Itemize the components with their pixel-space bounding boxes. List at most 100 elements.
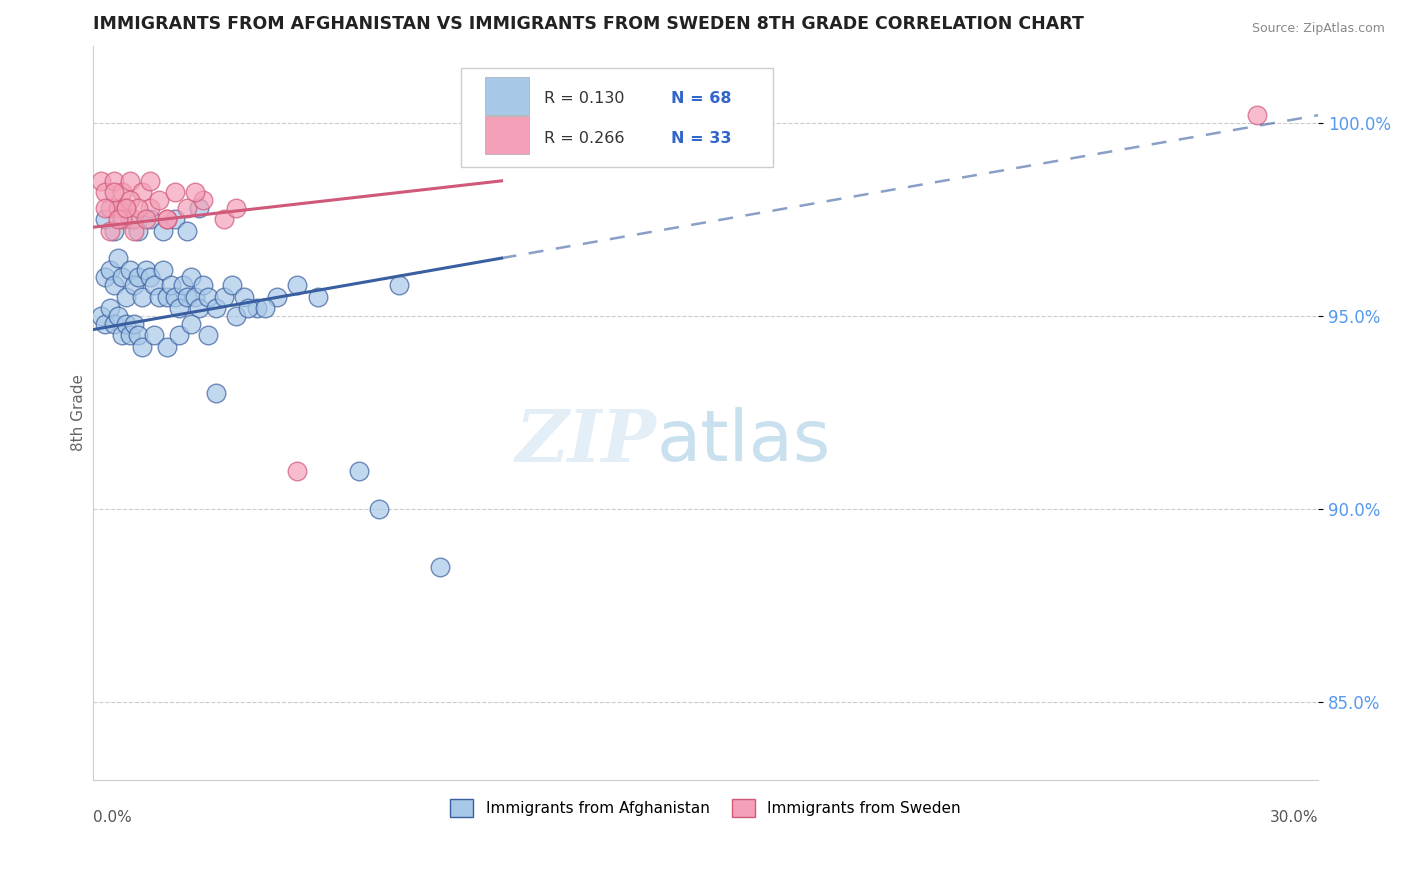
Point — [156, 340, 179, 354]
Point — [197, 328, 219, 343]
Point — [115, 290, 138, 304]
Text: N = 33: N = 33 — [672, 131, 733, 145]
Point — [163, 186, 186, 200]
Point — [388, 278, 411, 293]
Point — [225, 201, 247, 215]
Point — [143, 328, 166, 343]
Legend: Immigrants from Afghanistan, Immigrants from Sweden: Immigrants from Afghanistan, Immigrants … — [444, 792, 967, 823]
Point — [156, 212, 179, 227]
Point — [176, 201, 198, 215]
Point — [127, 201, 149, 215]
Point — [111, 201, 134, 215]
Point — [167, 328, 190, 343]
Point — [148, 290, 170, 304]
Point — [307, 290, 329, 304]
Text: R = 0.130: R = 0.130 — [544, 91, 624, 106]
Point — [152, 262, 174, 277]
Point — [118, 174, 141, 188]
Point — [127, 270, 149, 285]
Text: Source: ZipAtlas.com: Source: ZipAtlas.com — [1251, 22, 1385, 36]
Point — [176, 290, 198, 304]
Point — [176, 224, 198, 238]
Point — [204, 301, 226, 316]
Point — [94, 270, 117, 285]
Point — [118, 262, 141, 277]
Point — [193, 278, 215, 293]
Point — [107, 212, 129, 227]
Point — [139, 201, 162, 215]
Point — [94, 317, 117, 331]
Point — [159, 278, 181, 293]
Point — [107, 251, 129, 265]
Point — [118, 328, 141, 343]
Point — [98, 262, 121, 277]
Text: R = 0.266: R = 0.266 — [544, 131, 624, 145]
Point — [156, 212, 179, 227]
Point — [103, 317, 125, 331]
Point — [122, 317, 145, 331]
Point — [131, 290, 153, 304]
Point — [111, 186, 134, 200]
Point — [285, 278, 308, 293]
Point — [197, 290, 219, 304]
Point — [1246, 108, 1268, 122]
Point — [107, 309, 129, 323]
Point — [122, 212, 145, 227]
Point — [111, 270, 134, 285]
Point — [152, 224, 174, 238]
Y-axis label: 8th Grade: 8th Grade — [72, 374, 86, 451]
Point — [94, 186, 117, 200]
Point — [115, 201, 138, 215]
Point — [212, 290, 235, 304]
Point — [98, 224, 121, 238]
Point — [193, 193, 215, 207]
Point — [204, 386, 226, 401]
Text: 30.0%: 30.0% — [1270, 811, 1319, 825]
Point — [131, 340, 153, 354]
Point — [94, 201, 117, 215]
Point — [122, 278, 145, 293]
Point — [285, 464, 308, 478]
Point — [156, 290, 179, 304]
Point — [94, 212, 117, 227]
Point — [188, 301, 211, 316]
Point — [118, 212, 141, 227]
Point — [148, 193, 170, 207]
Point — [238, 301, 260, 316]
Point — [98, 201, 121, 215]
Point — [115, 317, 138, 331]
Point — [127, 328, 149, 343]
Point — [163, 290, 186, 304]
Point — [266, 290, 288, 304]
Point — [115, 201, 138, 215]
Point — [184, 186, 207, 200]
Point — [233, 290, 256, 304]
FancyBboxPatch shape — [485, 77, 529, 115]
Text: ZIP: ZIP — [516, 407, 657, 477]
Text: IMMIGRANTS FROM AFGHANISTAN VS IMMIGRANTS FROM SWEDEN 8TH GRADE CORRELATION CHAR: IMMIGRANTS FROM AFGHANISTAN VS IMMIGRANT… — [93, 15, 1084, 33]
Point — [172, 278, 194, 293]
Point — [180, 317, 202, 331]
Point — [188, 201, 211, 215]
Point — [143, 278, 166, 293]
Point — [180, 270, 202, 285]
Point — [118, 193, 141, 207]
Point — [225, 309, 247, 323]
Point — [122, 224, 145, 238]
FancyBboxPatch shape — [461, 68, 773, 167]
Point — [221, 278, 243, 293]
Point — [167, 301, 190, 316]
Point — [245, 301, 267, 316]
Point — [135, 262, 157, 277]
Point — [111, 328, 134, 343]
Point — [139, 212, 162, 227]
FancyBboxPatch shape — [485, 116, 529, 154]
Text: atlas: atlas — [657, 408, 831, 476]
Point — [107, 201, 129, 215]
Text: 0.0%: 0.0% — [93, 811, 132, 825]
Point — [103, 186, 125, 200]
Point — [90, 309, 112, 323]
Point — [139, 174, 162, 188]
Point — [184, 290, 207, 304]
Point — [131, 186, 153, 200]
